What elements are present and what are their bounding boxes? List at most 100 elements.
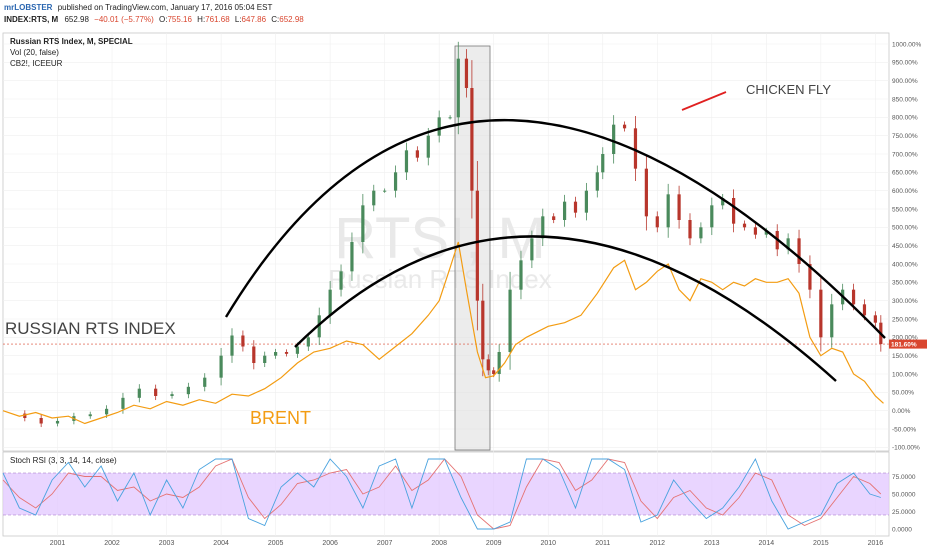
y-tick-label: 400.00% xyxy=(892,261,918,268)
x-tick-label: 2003 xyxy=(159,540,175,547)
candle-body xyxy=(317,315,321,338)
watermark-name: Russian RTS Index xyxy=(328,264,552,294)
y-tick-label: 800.00% xyxy=(892,115,918,122)
candle-body xyxy=(481,300,485,360)
candle-body xyxy=(306,337,310,347)
candle-body xyxy=(104,408,109,415)
candle-body xyxy=(497,352,501,374)
candle-body xyxy=(797,238,801,264)
candle-body xyxy=(492,370,496,374)
candle-body xyxy=(372,190,376,206)
candle-body xyxy=(508,289,512,352)
candle-body xyxy=(437,117,441,136)
candle-body xyxy=(612,124,616,154)
candle-body xyxy=(530,238,534,261)
candle-body xyxy=(23,413,27,418)
y-tick-label: 850.00% xyxy=(892,96,918,103)
candle-body xyxy=(753,227,758,235)
candle-body xyxy=(541,216,545,239)
candle-body xyxy=(404,150,409,173)
candle-body xyxy=(699,227,703,239)
main-pane[interactable] xyxy=(2,32,890,452)
candle-body xyxy=(808,264,812,290)
low-value: 647.86 xyxy=(242,15,267,24)
candle-body xyxy=(475,190,479,301)
candle-body xyxy=(154,388,158,396)
y-tick-label: -100.00% xyxy=(892,445,920,452)
stoch-y-axis: 0.0000 25.0000 50.0000 75.0000 xyxy=(892,474,916,534)
candle-body xyxy=(584,190,588,213)
candle-body xyxy=(448,117,452,119)
y-tick-label: 0.00% xyxy=(892,408,911,415)
stoch-k-line xyxy=(2,457,881,530)
y-tick-label: 250.00% xyxy=(892,316,918,323)
x-tick-label: 2013 xyxy=(704,540,720,547)
y-tick-label: 750.00% xyxy=(892,133,918,140)
candle-body xyxy=(601,154,605,173)
y-tick-label: 300.00% xyxy=(892,298,918,305)
candle-body xyxy=(721,198,725,206)
price-badge xyxy=(889,339,927,349)
x-tick-label: 2001 xyxy=(50,540,66,547)
y-tick-label: 200.00% xyxy=(892,335,918,342)
candle-body xyxy=(633,128,638,169)
stoch-tick-label: 50.0000 xyxy=(892,491,916,498)
change-value: −40.01 (−5.77%) xyxy=(94,15,154,24)
candle-body xyxy=(519,260,523,290)
candle-body xyxy=(230,335,234,356)
legend-volume: Vol (20, false) xyxy=(10,48,59,57)
annotation-chicken-fly: CHICKEN FLY xyxy=(746,82,831,97)
x-tick-label: 2007 xyxy=(377,540,393,547)
stoch-tick-label: 0.0000 xyxy=(892,526,912,533)
open-label: O: xyxy=(159,15,167,24)
y-tick-label: 1000.00% xyxy=(892,41,921,48)
candle-body xyxy=(830,304,834,338)
y-tick-label: 550.00% xyxy=(892,206,918,213)
header-line1: mrLOBSTER published on TradingView.com, … xyxy=(4,3,272,12)
candle-body xyxy=(786,238,790,250)
candle-body xyxy=(121,397,125,409)
x-tick-label: 2011 xyxy=(595,540,610,547)
candle-body xyxy=(203,377,207,387)
x-tick-label: 2006 xyxy=(322,540,338,547)
x-tick-label: 2009 xyxy=(486,540,502,547)
candle-body xyxy=(562,201,567,220)
candle-body xyxy=(710,205,714,228)
candle-body xyxy=(39,418,43,424)
candle-body xyxy=(622,124,627,129)
y-tick-label: 700.00% xyxy=(892,151,918,158)
high-value: 761.68 xyxy=(205,15,230,24)
candle-body xyxy=(595,172,599,191)
header-line2: INDEX:RTS, M 652.98 −40.01 (−5.77%) O:75… xyxy=(4,15,304,24)
candle-body xyxy=(819,289,823,338)
author-name: mrLOBSTER xyxy=(4,3,53,12)
annotation-rts: RUSSIAN RTS INDEX xyxy=(5,319,176,338)
candle-body xyxy=(552,216,556,220)
candle-body xyxy=(219,355,223,378)
candle-body xyxy=(252,346,256,363)
candle-body xyxy=(274,352,278,356)
open-value: 755.16 xyxy=(167,15,192,24)
x-tick-label: 2015 xyxy=(813,540,829,547)
candle-body xyxy=(688,220,692,239)
y-tick-label: 450.00% xyxy=(892,243,918,250)
y-tick-label: 900.00% xyxy=(892,78,918,85)
y-tick-label: -50.00% xyxy=(892,426,916,433)
upper-arc xyxy=(224,118,886,339)
lower-arc xyxy=(294,235,837,382)
y-tick-label: 150.00% xyxy=(892,353,918,360)
candle-body xyxy=(361,205,365,242)
candle-body xyxy=(186,386,190,395)
y-tick-label: 500.00% xyxy=(892,225,918,232)
y-tick-label: 350.00% xyxy=(892,280,918,287)
candle-body xyxy=(732,198,736,224)
candle-body xyxy=(470,88,474,191)
candle-body xyxy=(284,352,289,354)
candle-body xyxy=(263,355,267,363)
brent-line xyxy=(2,241,884,425)
candle-body xyxy=(295,346,300,354)
candle-body xyxy=(456,58,460,118)
candle-body xyxy=(677,194,681,220)
